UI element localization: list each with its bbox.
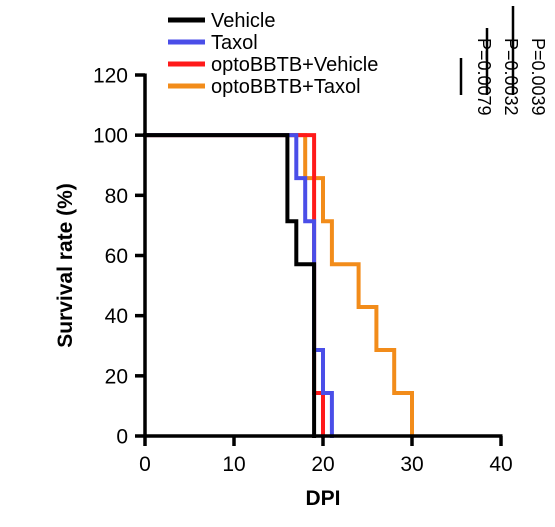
y-tick-label: 80: [105, 185, 128, 208]
series-line-vehicle: [143, 133, 317, 438]
y-tick-label: 100: [93, 125, 128, 148]
x-axis-title: DPI: [305, 487, 340, 510]
series-line-taxol: [143, 133, 334, 438]
p-value-annotations: P=0.0039 P=0.0032 P=0.0079: [459, 6, 548, 116]
legend: VehicleTaxoloptoBBTB+VehicleoptoBBTB+Tax…: [168, 10, 378, 98]
x-ticks: 0 10 20 30 40: [139, 436, 513, 476]
y-tick-label: 120: [93, 65, 128, 88]
p-value-label: P=0.0039: [528, 38, 548, 116]
y-tick-label: 60: [105, 245, 128, 268]
survival-curves: [143, 133, 414, 438]
series-line-optobbtb-taxol: [143, 133, 414, 438]
p-value-label: P=0.0032: [501, 38, 521, 116]
y-tick-label: 40: [105, 305, 128, 328]
x-tick-label: 10: [222, 453, 245, 476]
y-ticks: 0 20 40 60 80 100 120: [93, 65, 145, 449]
y-tick-label: 0: [116, 426, 128, 449]
legend-label-optobbtb-vehicle: optoBBTB+Vehicle: [211, 54, 378, 76]
legend-label-optobbtb-taxol: optoBBTB+Taxol: [211, 76, 361, 98]
x-tick-label: 0: [139, 453, 151, 476]
legend-label-vehicle: Vehicle: [211, 10, 276, 32]
x-tick-label: 40: [489, 453, 512, 476]
series-line-optobbtb-vehicle: [143, 133, 325, 438]
legend-label-taxol: Taxol: [211, 32, 258, 54]
x-tick-label: 20: [311, 453, 334, 476]
p-value-label: P=0.0079: [474, 38, 494, 116]
y-tick-label: 20: [105, 365, 128, 388]
y-axis-title: Survival rate (%): [54, 183, 77, 348]
x-tick-label: 30: [400, 453, 423, 476]
